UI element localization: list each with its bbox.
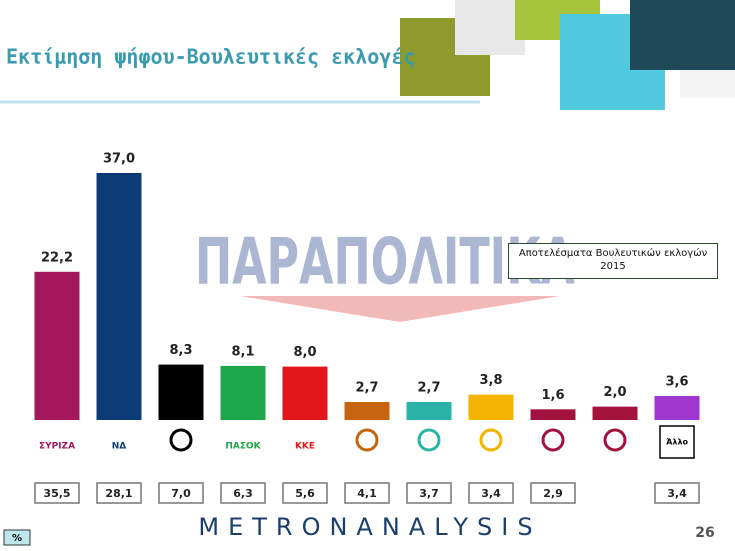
previous-box xyxy=(344,482,390,504)
logo xyxy=(169,428,193,452)
logo-box xyxy=(659,425,695,459)
category-label: Άλλο xyxy=(666,438,689,447)
decor xyxy=(680,70,735,98)
previous-value: 3,4 xyxy=(667,487,687,500)
bar xyxy=(282,366,328,420)
logo xyxy=(603,428,627,452)
unit-box xyxy=(3,529,31,546)
bar xyxy=(158,364,204,420)
value-label: 2,0 xyxy=(603,385,626,400)
bar xyxy=(530,409,576,420)
previous-value: 3,4 xyxy=(481,487,501,500)
value-label: 2,7 xyxy=(417,380,440,395)
logo xyxy=(355,428,379,452)
bar xyxy=(654,395,700,420)
watermark-shape xyxy=(240,296,560,322)
category-label: ΝΔ xyxy=(112,442,127,452)
value-label: 3,8 xyxy=(479,373,502,388)
previous-box xyxy=(282,482,328,504)
previous-value: 28,1 xyxy=(105,487,132,500)
bar xyxy=(468,394,514,420)
category-label: ΚΚΕ xyxy=(295,442,315,452)
previous-value: 5,6 xyxy=(295,487,315,500)
category-label: ΠΑΣΟΚ xyxy=(225,442,261,452)
previous-value: 6,3 xyxy=(233,487,253,500)
previous-box xyxy=(34,482,80,504)
value-label: 37,0 xyxy=(103,152,135,167)
bar xyxy=(406,401,452,420)
bar xyxy=(344,401,390,420)
previous-value: 7,0 xyxy=(171,487,191,500)
previous-box xyxy=(530,482,576,504)
bar xyxy=(592,406,638,420)
footer-logo: METRONANALYSIS xyxy=(198,513,541,541)
value-label: 22,2 xyxy=(41,250,73,265)
logo xyxy=(417,428,441,452)
previous-value: 3,7 xyxy=(419,487,439,500)
title: Εκτίμηση ψήφου-Βουλευτικές εκλογές xyxy=(6,45,415,69)
previous-box xyxy=(96,482,142,504)
decor xyxy=(630,0,735,70)
bar xyxy=(96,173,142,420)
previous-value: 4,1 xyxy=(357,487,377,500)
legend-box: Αποτελέσματα Βουλευτικών εκλογών 2015 xyxy=(508,243,718,279)
value-label: 3,6 xyxy=(665,374,688,389)
value-label: 1,6 xyxy=(541,388,564,403)
bar xyxy=(220,365,266,420)
logo xyxy=(541,428,565,452)
unit: % xyxy=(12,533,22,544)
decor xyxy=(455,0,525,55)
value-label: 8,0 xyxy=(293,345,316,360)
bar xyxy=(34,271,80,420)
previous-box xyxy=(158,482,204,504)
value-label: 8,1 xyxy=(231,344,254,359)
previous-box xyxy=(654,482,700,504)
previous-box xyxy=(406,482,452,504)
category-label: ΣΥΡΙΖΑ xyxy=(39,442,75,452)
previous-box xyxy=(220,482,266,504)
previous-value: 35,5 xyxy=(43,487,70,500)
value-label: 2,7 xyxy=(355,380,378,395)
value-label: 8,3 xyxy=(169,343,192,358)
previous-value: 2,9 xyxy=(543,487,563,500)
previous-box xyxy=(468,482,514,504)
logo xyxy=(479,428,503,452)
page-number: 26 xyxy=(695,525,714,541)
